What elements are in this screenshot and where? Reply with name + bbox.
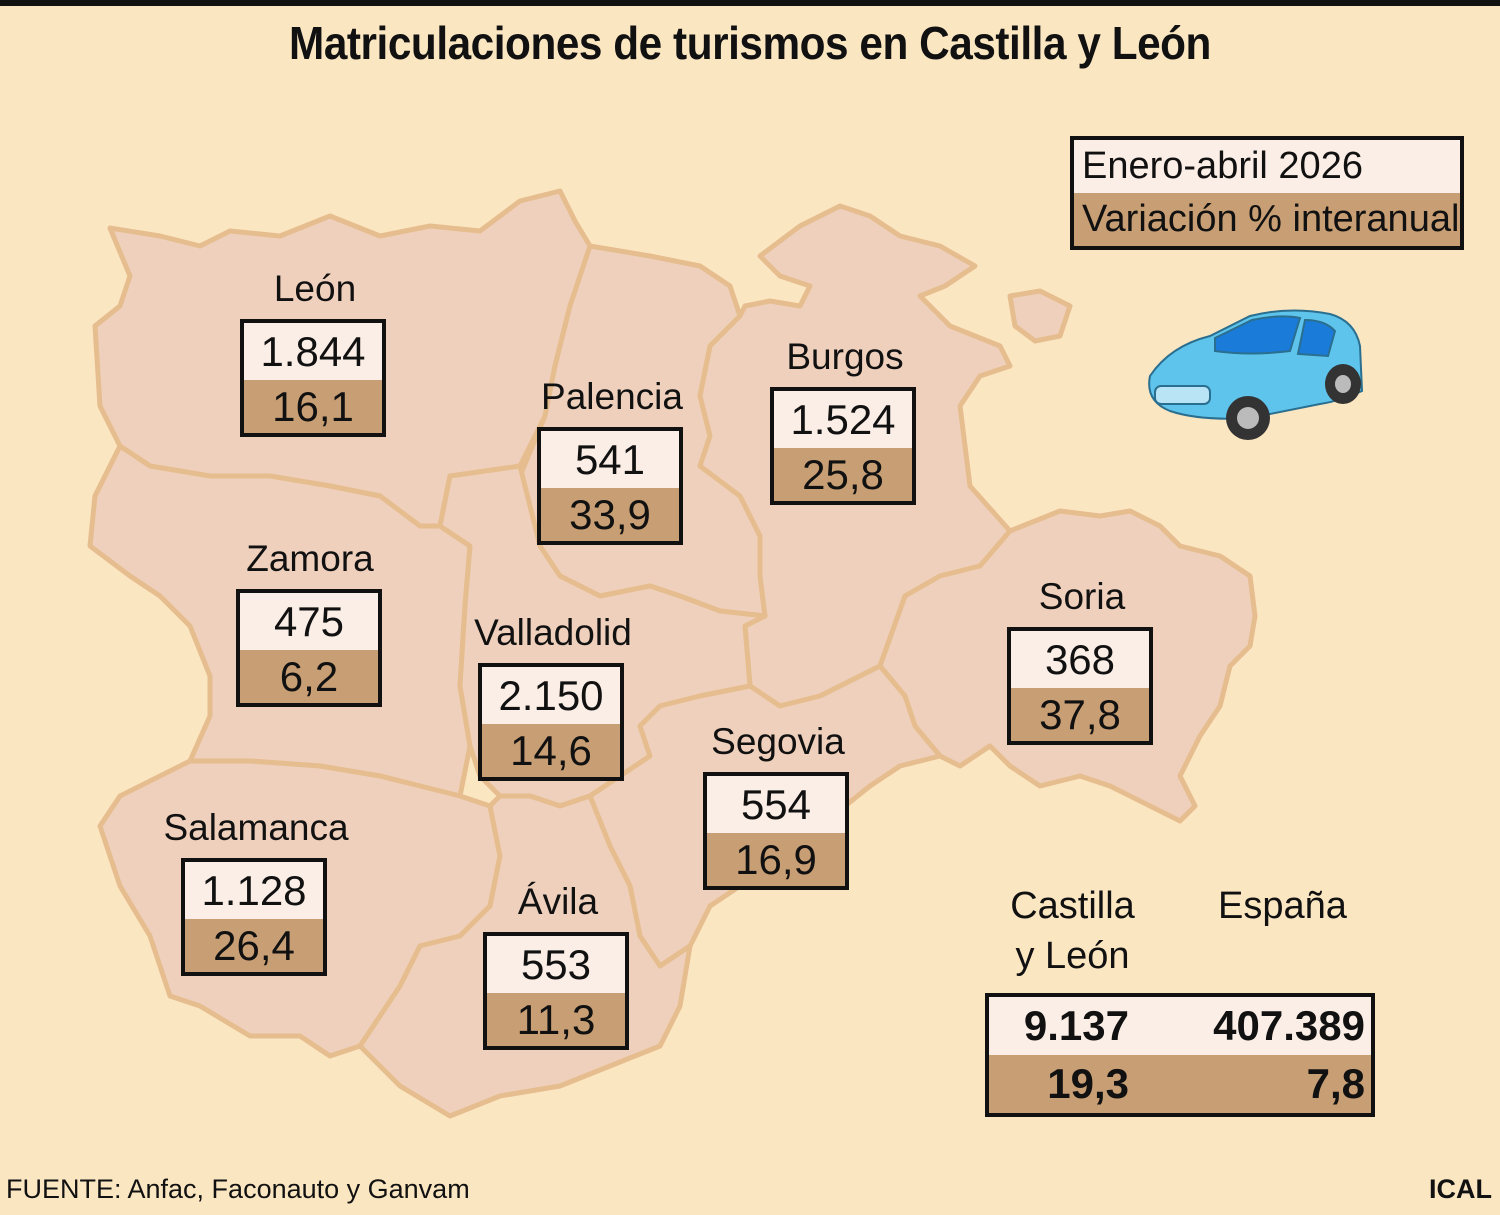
value-box-zamora: 475 6,2	[236, 589, 382, 707]
province-label-palencia: Palencia	[541, 376, 683, 417]
totals-spain-variation: 7,8	[1306, 1060, 1365, 1107]
province-label-zamora: Zamora	[246, 538, 374, 579]
value-box-avila: 553 11,3	[483, 932, 629, 1050]
registrations-leon: 1.844	[244, 323, 382, 380]
variation-palencia: 33,9	[541, 488, 679, 541]
value-box-valladolid: 2.150 14,6	[478, 663, 624, 781]
totals-spain-registrations: 407.389	[1213, 1002, 1365, 1049]
registrations-avila: 553	[487, 936, 625, 993]
province-label-valladolid: Valladolid	[474, 612, 632, 653]
variation-burgos: 25,8	[774, 448, 912, 501]
value-box-salamanca: 1.128 26,4	[181, 858, 327, 976]
registrations-palencia: 541	[541, 431, 679, 488]
totals-spain-label: España	[1218, 885, 1347, 927]
value-box-burgos: 1.524 25,8	[770, 387, 916, 505]
registrations-zamora: 475	[240, 593, 378, 650]
registrations-segovia: 554	[707, 776, 845, 833]
legend-period: Enero-abril 2026	[1074, 140, 1460, 193]
map-title: Matriculaciones de turismos en Castilla …	[289, 17, 1211, 69]
registrations-soria: 368	[1011, 631, 1149, 688]
variation-zamora: 6,2	[240, 650, 378, 703]
variation-segovia: 16,9	[707, 833, 845, 886]
totals-cyl-variation: 19,3	[1047, 1060, 1129, 1107]
province-label-salamanca: Salamanca	[163, 807, 349, 848]
variation-soria: 37,8	[1011, 688, 1149, 741]
registrations-salamanca: 1.128	[185, 862, 323, 919]
value-box-soria: 368 37,8	[1007, 627, 1153, 745]
legend: Enero-abril 2026 Variación % interanual	[1070, 136, 1464, 250]
variation-leon: 16,1	[244, 380, 382, 433]
source-note: FUENTE: Anfac, Faconauto y Ganvam	[6, 1174, 470, 1204]
registrations-valladolid: 2.150	[482, 667, 620, 724]
province-label-avila: Ávila	[517, 881, 599, 922]
credit-label: ICAL	[1429, 1174, 1492, 1204]
variation-avila: 11,3	[487, 993, 625, 1046]
value-box-palencia: 541 33,9	[537, 427, 683, 545]
legend-variation: Variación % interanual	[1074, 193, 1460, 246]
totals-cyl-registrations: 9.137	[1023, 1002, 1129, 1049]
variation-valladolid: 14,6	[482, 724, 620, 777]
totals-cyl-label: Castilla y León	[990, 881, 1155, 981]
car-icon	[1148, 309, 1364, 440]
totals-cyl-label-line2: y León	[1015, 935, 1130, 977]
totals-variation-row: 19,3 7,8	[989, 1055, 1371, 1113]
value-box-leon: 1.844 16,1	[240, 319, 386, 437]
province-label-burgos: Burgos	[786, 336, 904, 377]
totals-cyl-label-line1: Castilla	[1010, 885, 1135, 927]
totals-box: 9.137 407.389 19,3 7,8	[985, 993, 1375, 1117]
enclave-trevino	[1007, 288, 1073, 344]
province-label-leon: León	[273, 268, 357, 309]
province-label-segovia: Segovia	[711, 721, 845, 762]
variation-salamanca: 26,4	[185, 919, 323, 972]
registrations-burgos: 1.524	[774, 391, 912, 448]
province-label-soria: Soria	[1038, 576, 1126, 617]
totals-registrations-row: 9.137 407.389	[989, 997, 1371, 1055]
value-box-segovia: 554 16,9	[703, 772, 849, 890]
